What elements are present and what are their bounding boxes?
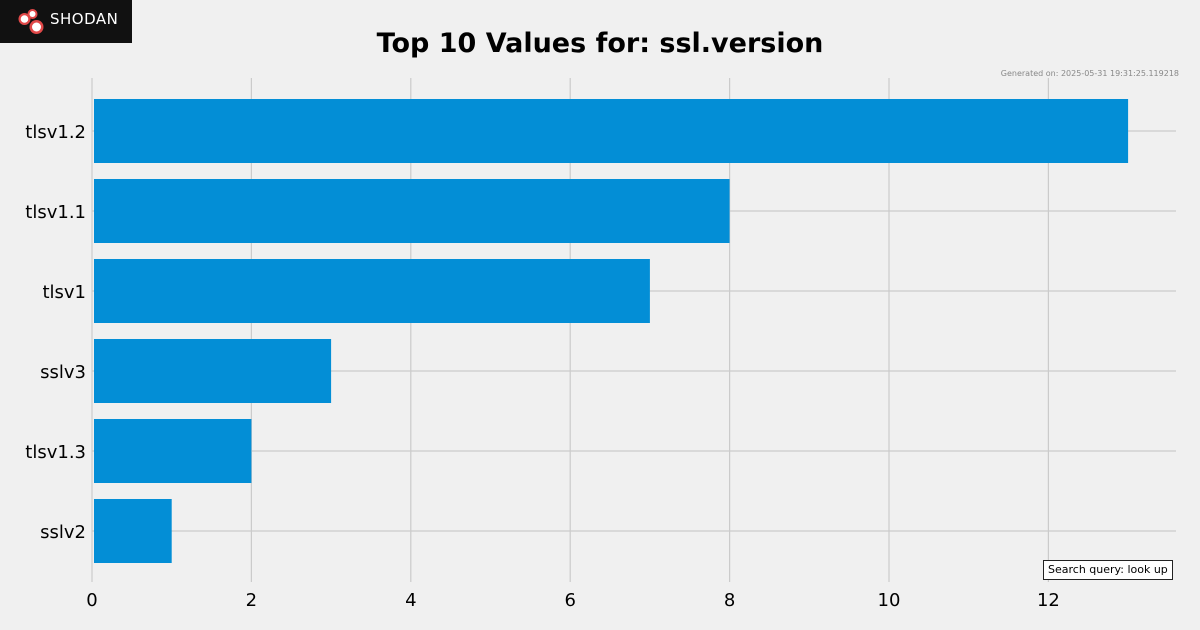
category-label: sslv3 [40, 362, 86, 383]
x-tick-label: 0 [86, 590, 97, 611]
shodan-logo-icon [18, 9, 44, 34]
x-tick-label: 4 [405, 590, 416, 611]
chart-title: Top 10 Values for: ssl.version [376, 28, 824, 59]
generated-timestamp: Generated on: 2025-05-31 19:31:25.119218 [1000, 69, 1179, 78]
x-tick-label: 6 [564, 590, 575, 611]
bar [94, 259, 650, 323]
category-label: sslv2 [40, 522, 86, 543]
category-label: tlsv1 [42, 282, 86, 303]
bar [94, 179, 730, 243]
category-label: tlsv1.2 [25, 122, 86, 143]
bar [94, 499, 172, 563]
shodan-logo[interactable]: SHODAN [0, 0, 132, 43]
x-tick-label: 10 [878, 590, 901, 611]
search-query-box: Search query: look up [1043, 560, 1173, 580]
x-tick-label: 8 [724, 590, 735, 611]
x-tick-label: 12 [1037, 590, 1060, 611]
category-label: tlsv1.3 [25, 442, 86, 463]
bar [94, 339, 332, 403]
x-tick-label: 2 [246, 590, 257, 611]
category-label: tlsv1.1 [25, 202, 86, 223]
logo-text: SHODAN [50, 10, 119, 28]
bar [94, 99, 1129, 163]
bar [94, 419, 252, 483]
